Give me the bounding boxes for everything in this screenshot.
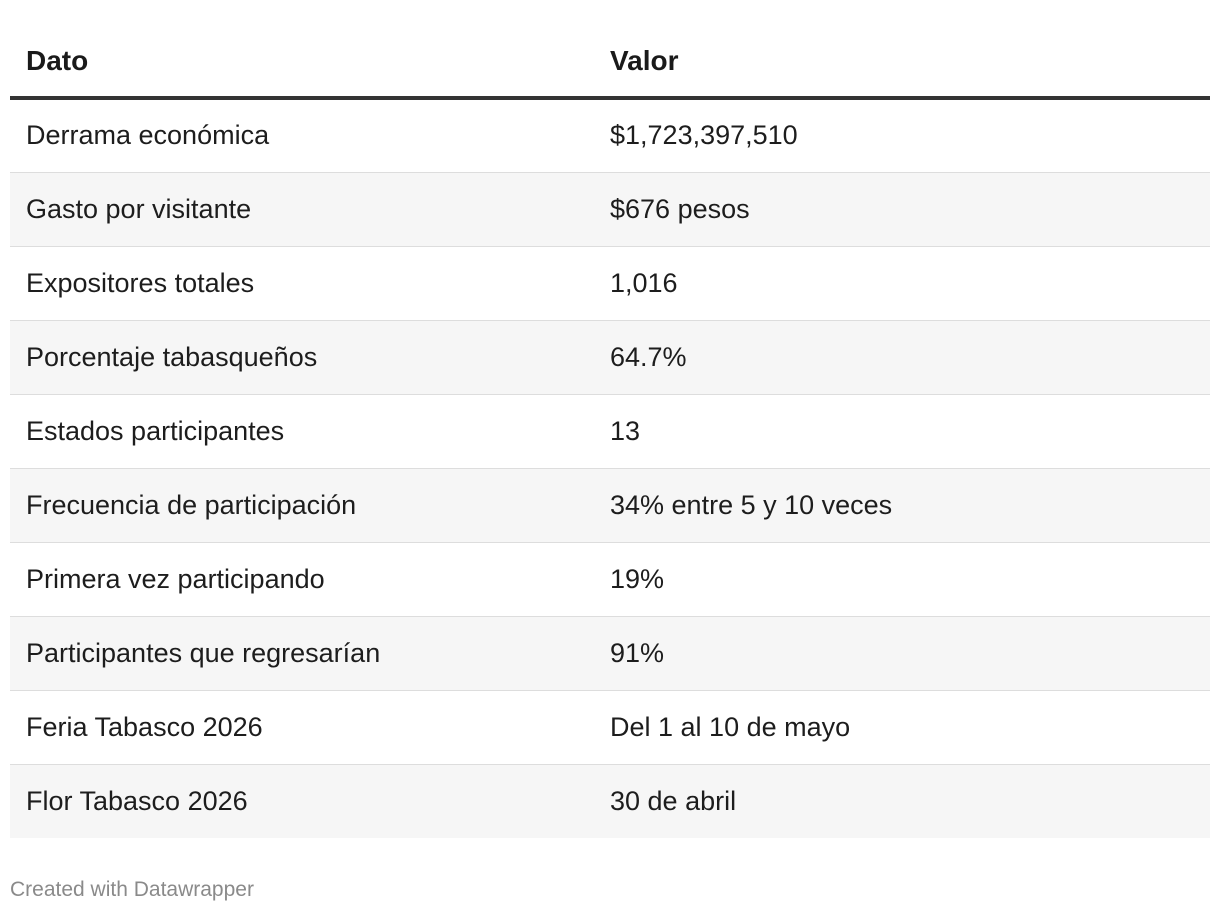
table-row: Porcentaje tabasqueños 64.7% <box>10 320 1210 395</box>
table-cell-valor: Del 1 al 10 de mayo <box>594 690 1210 765</box>
table-cell-valor: 64.7% <box>594 320 1210 395</box>
column-header-dato[interactable]: Dato <box>10 26 594 100</box>
table-cell-dato: Frecuencia de participación <box>10 468 594 543</box>
table-row: Derrama económica $1,723,397,510 <box>10 98 1210 173</box>
data-table: Dato Valor Derrama económica $1,723,397,… <box>10 26 1210 838</box>
table-row: Gasto por visitante $676 pesos <box>10 172 1210 247</box>
table-row: Frecuencia de participación 34% entre 5 … <box>10 468 1210 543</box>
table-cell-dato: Derrama económica <box>10 98 594 173</box>
datawrapper-credit-link[interactable]: Created with Datawrapper <box>10 878 254 901</box>
table-cell-dato: Porcentaje tabasqueños <box>10 320 594 395</box>
table-cell-dato: Participantes que regresarían <box>10 616 594 691</box>
table-cell-dato: Primera vez participando <box>10 542 594 617</box>
table-cell-dato: Expositores totales <box>10 246 594 321</box>
table-cell-valor: $676 pesos <box>594 172 1210 247</box>
table-cell-valor: 91% <box>594 616 1210 691</box>
table-row: Participantes que regresarían 91% <box>10 616 1210 691</box>
table-cell-dato: Estados participantes <box>10 394 594 469</box>
table-cell-valor: 13 <box>594 394 1210 469</box>
data-table-container: Dato Valor Derrama económica $1,723,397,… <box>10 26 1210 838</box>
table-cell-valor: 19% <box>594 542 1210 617</box>
table-cell-dato: Gasto por visitante <box>10 172 594 247</box>
column-header-valor[interactable]: Valor <box>594 26 1210 100</box>
table-cell-valor: 30 de abril <box>594 764 1210 838</box>
table-header-row: Dato Valor <box>10 26 1210 100</box>
table-row: Feria Tabasco 2026 Del 1 al 10 de mayo <box>10 690 1210 765</box>
table-row: Estados participantes 13 <box>10 394 1210 469</box>
table-cell-valor: 1,016 <box>594 246 1210 321</box>
table-cell-valor: $1,723,397,510 <box>594 98 1210 173</box>
table-cell-valor: 34% entre 5 y 10 veces <box>594 468 1210 543</box>
table-cell-dato: Feria Tabasco 2026 <box>10 690 594 765</box>
table-row: Primera vez participando 19% <box>10 542 1210 617</box>
table-cell-dato: Flor Tabasco 2026 <box>10 764 594 838</box>
table-row: Expositores totales 1,016 <box>10 246 1210 321</box>
table-row: Flor Tabasco 2026 30 de abril <box>10 764 1210 838</box>
